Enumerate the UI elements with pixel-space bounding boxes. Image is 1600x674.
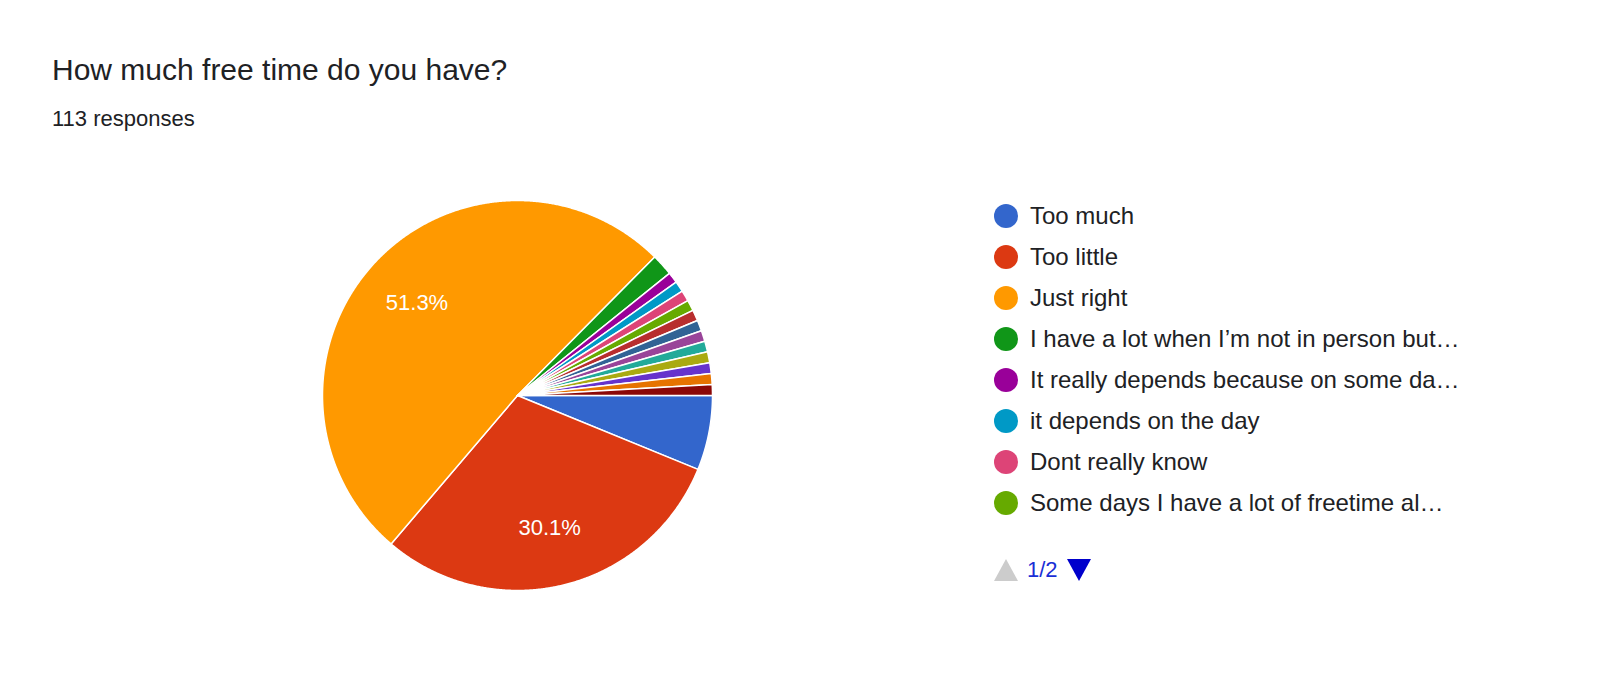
html-text:I have a lot when I’m not in p: I have a lot when I’m not in person but… [1030, 325, 1460, 352]
html-text:it depends on the day: it depends on the day [1030, 407, 1260, 434]
html-text:It really depends because on s: It really depends because on some da… [1030, 366, 1460, 393]
html-text:Some days I have a lot of free: Some days I have a lot of freetime al… [1030, 489, 1444, 516]
html-text:Too much: Too much [1030, 202, 1135, 229]
html-text:How much free time do you have: How much free time do you have? [52, 53, 508, 86]
svg-text:51.3%: 51.3% [386, 290, 448, 315]
svg-text:30.1%: 30.1% [519, 515, 581, 540]
html-text:113 responses: 113 responses [52, 106, 195, 131]
html-text:1/2: 1/2 [1027, 557, 1058, 582]
html-text:Dont really know: Dont really know [1030, 448, 1208, 475]
html-text:Just right: Just right [1030, 284, 1128, 311]
html-text:Too little: Too little [1030, 243, 1118, 270]
